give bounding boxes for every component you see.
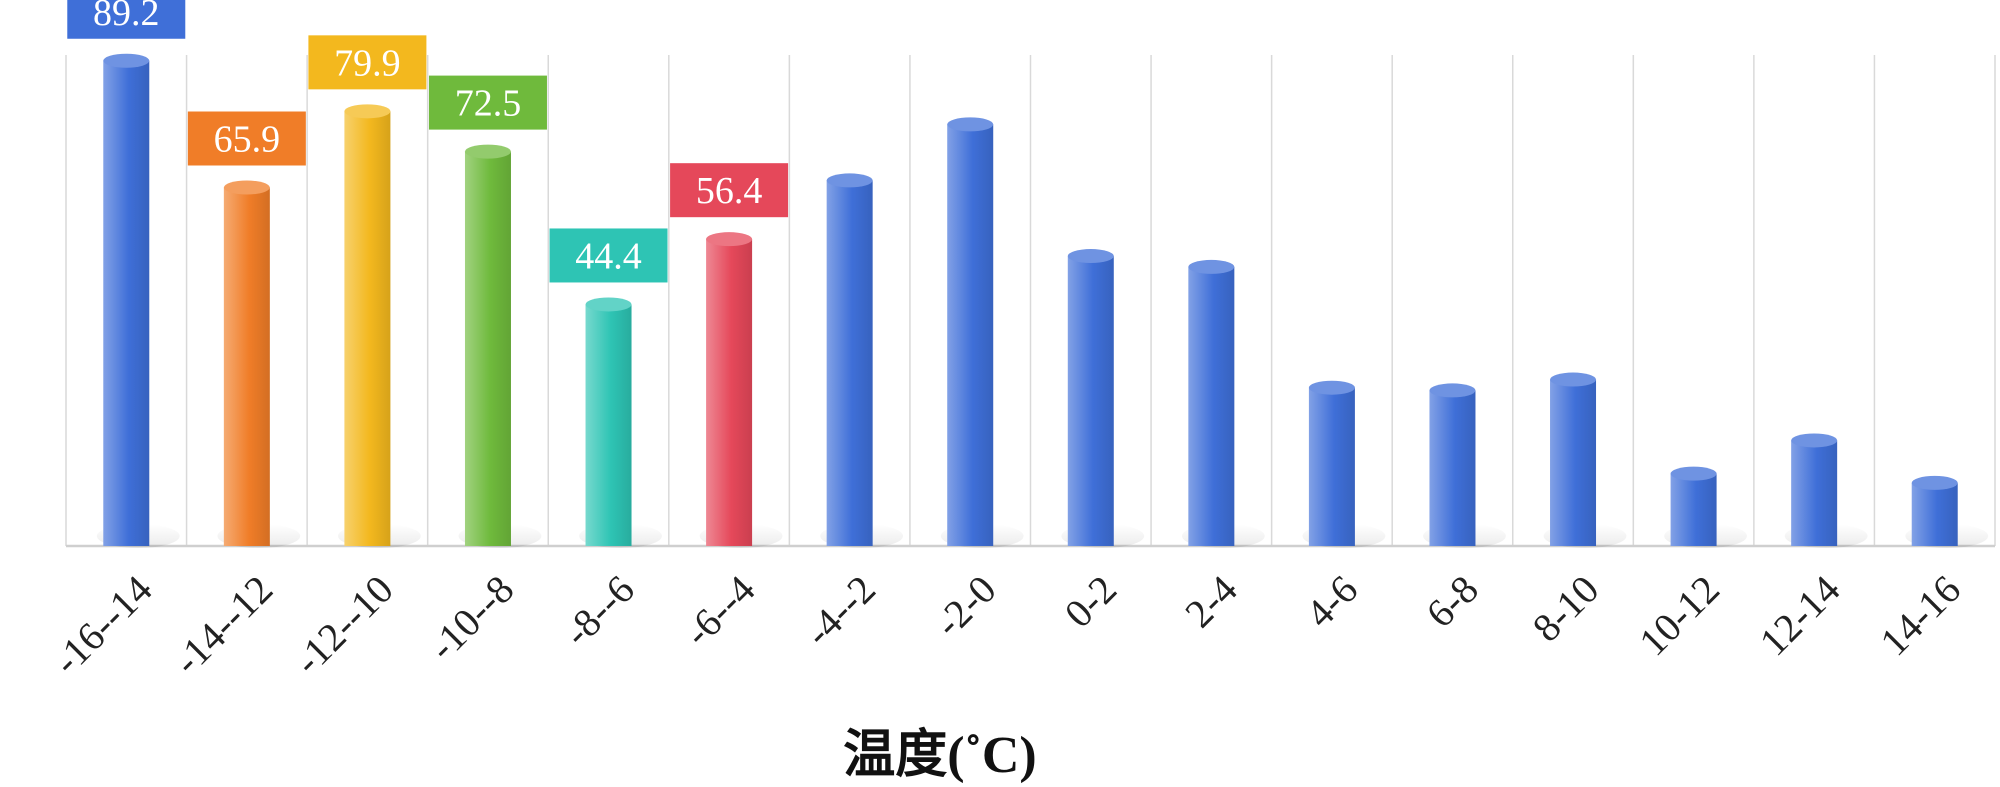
bar-cap (826, 173, 873, 188)
bar-cap (1067, 249, 1114, 264)
bar-cap (1550, 372, 1597, 387)
bar (464, 151, 511, 546)
data-label-box (428, 75, 547, 130)
x-tick-label: 14-16 (1871, 567, 1969, 665)
x-tick-label: 12-14 (1751, 567, 1849, 665)
bar (1067, 256, 1114, 546)
x-tick-label: 8-10 (1524, 567, 1608, 651)
data-label-box (308, 35, 427, 90)
data-labels: 89.2 65.9 79.9 72.5 44.4 56.4 (67, 0, 789, 283)
data-label-box (670, 163, 789, 218)
x-tick-label: -2-0 (926, 567, 1005, 646)
x-tick-label: -4--2 (796, 567, 884, 655)
bar-cap (344, 104, 391, 119)
bar (1188, 266, 1235, 546)
bar (1429, 390, 1476, 546)
data-label: 72.5 (455, 83, 522, 125)
bar-cap (464, 144, 511, 159)
data-label: 65.9 (214, 119, 281, 161)
bar-cap (1188, 259, 1235, 274)
bar-cap (223, 180, 270, 195)
bar (1308, 387, 1355, 546)
bar-cap (103, 53, 150, 68)
data-label-box (187, 111, 306, 166)
x-tick-label: -10--8 (420, 567, 523, 670)
bar (585, 304, 632, 546)
x-tick-label: -8--6 (555, 567, 643, 655)
x-tick-label: -6--4 (675, 567, 763, 655)
bar (223, 187, 270, 546)
bar (826, 180, 873, 546)
bar (344, 111, 391, 547)
bar (706, 239, 753, 546)
bar-cap (947, 117, 994, 132)
data-label: 89.2 (93, 0, 160, 34)
x-axis-title: 温度(˚C) (843, 726, 1037, 784)
x-tick-label: -12--10 (285, 567, 402, 684)
grid-lines (65, 55, 1996, 548)
x-tick-label: 6-8 (1417, 567, 1487, 637)
x-tick-label: 10-12 (1630, 567, 1728, 665)
x-tick-label: 2-4 (1176, 567, 1246, 637)
x-tick-labels: -16--14 -14--12 -12--10 -10--8 -8--6 -6--4 -4-… (44, 567, 1969, 684)
bar (1791, 440, 1838, 546)
bar-cap (585, 297, 632, 312)
x-tick-label: -14--12 (165, 567, 282, 684)
bar-cap (706, 232, 753, 247)
bar-cap (1911, 475, 1958, 490)
data-label: 56.4 (696, 170, 763, 212)
bar (1550, 379, 1597, 546)
bar-cap (1429, 383, 1476, 398)
bar (103, 60, 150, 546)
x-tick-label: 4-6 (1297, 567, 1367, 637)
bars (103, 53, 1958, 547)
bar (947, 124, 994, 547)
bar-cap (1791, 433, 1838, 448)
data-label: 44.4 (575, 235, 642, 277)
bar-cap (1670, 466, 1717, 481)
bar (1670, 473, 1717, 546)
data-label-box (67, 0, 186, 39)
data-label-box (549, 228, 668, 283)
bar-cap (1308, 380, 1355, 395)
data-label: 79.9 (334, 42, 401, 84)
x-tick-label: -16--14 (44, 567, 161, 684)
x-tick-label: 0-2 (1056, 567, 1126, 637)
bar (1911, 482, 1958, 546)
